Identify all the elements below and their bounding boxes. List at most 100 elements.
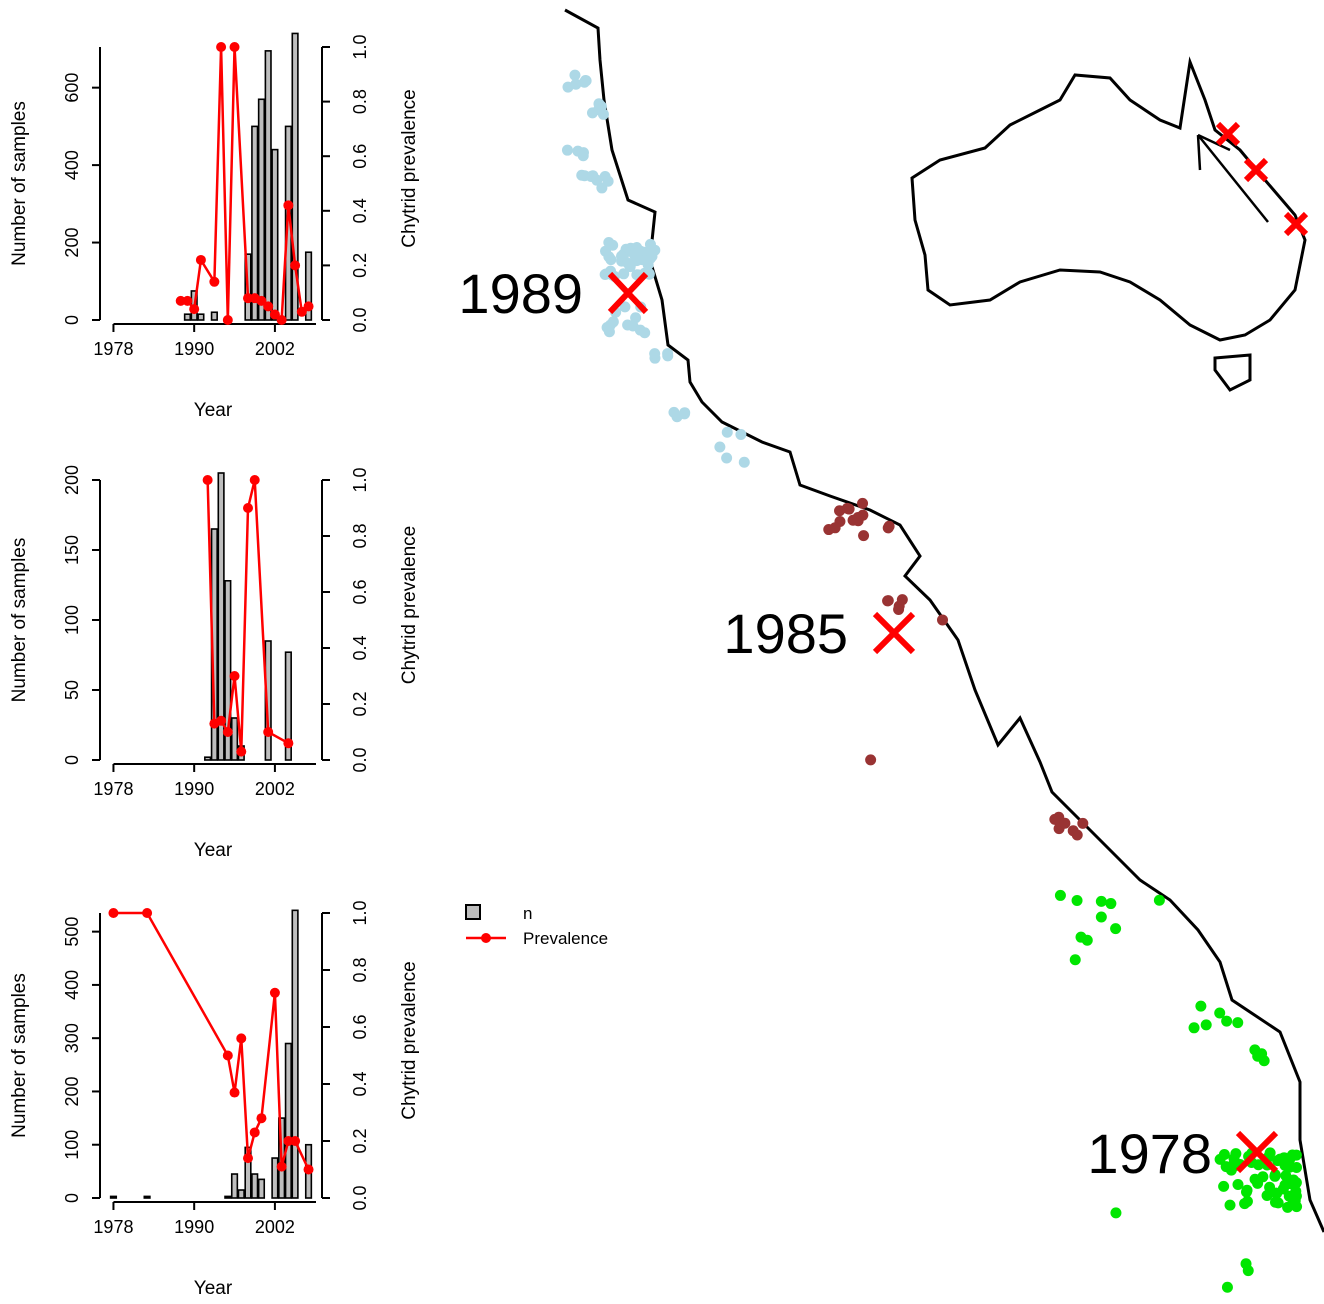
sample-dot	[1230, 1148, 1242, 1160]
sample-dot	[721, 452, 733, 464]
sample-dot	[570, 78, 582, 90]
sample-dot	[1059, 817, 1071, 829]
sample-dot	[1214, 1007, 1226, 1019]
bar	[183, 313, 192, 321]
sample-dot	[1224, 1199, 1236, 1211]
y-tick-label: 500	[62, 917, 82, 947]
y-axis-title: Number of samples	[9, 973, 30, 1138]
prevalence-point	[263, 301, 274, 312]
sample-dot	[1195, 1000, 1207, 1012]
sample-dot	[1291, 1162, 1303, 1174]
prevalence-point	[229, 42, 240, 52]
y-tick-label: 0	[62, 1193, 82, 1203]
map-label: 1978	[1087, 1122, 1212, 1185]
sample-dot	[633, 245, 645, 257]
sample-dot	[857, 497, 869, 509]
sample-dot	[616, 250, 628, 262]
x-tick-label: 1978	[93, 339, 133, 359]
sample-dot	[569, 69, 581, 81]
legend-label: n	[523, 904, 532, 923]
sample-dot	[1261, 1190, 1273, 1202]
y-tick-label: 300	[62, 1023, 82, 1053]
y-tick-label: 0	[62, 315, 82, 325]
y-tick-label: 200	[62, 228, 82, 258]
map-label: 1985	[723, 602, 848, 665]
prevalence-point	[249, 475, 260, 485]
x-tick-label: 1990	[174, 779, 214, 799]
prevalence-point	[202, 475, 213, 485]
y2-tick-label: 0.6	[350, 144, 370, 169]
sample-dot	[1095, 911, 1107, 923]
y-tick-label: 150	[62, 535, 82, 565]
prevalence-point	[269, 987, 280, 998]
sample-dot	[937, 614, 949, 626]
bar	[210, 311, 218, 321]
bar	[217, 472, 225, 761]
sample-dot	[1069, 954, 1081, 966]
sample-dot	[714, 441, 726, 453]
prevalence-point	[256, 1113, 267, 1124]
y2-tick-label: 0.2	[350, 253, 370, 278]
sample-dot	[865, 754, 877, 766]
prevalence-point	[276, 315, 287, 325]
sample-dot	[630, 312, 642, 324]
sample-dot	[619, 301, 631, 313]
x-tick-label: 1978	[93, 779, 133, 799]
bar	[251, 125, 259, 321]
bar	[230, 717, 239, 761]
y2-tick-label: 0.2	[350, 1128, 370, 1153]
y2-axis-title: Chytrid prevalence	[399, 961, 420, 1119]
sample-dot	[1252, 1159, 1264, 1171]
bar	[237, 1189, 245, 1199]
y2-tick-label: 0.0	[350, 1185, 370, 1210]
sample-dot	[1221, 1281, 1233, 1293]
prevalence-point	[263, 727, 274, 737]
sample-dot	[578, 76, 590, 88]
sample-dot	[643, 245, 655, 257]
prevalence-point	[222, 315, 233, 325]
sample-dot	[1277, 1183, 1289, 1195]
panel: 0 100 200 300 400 500 0.0 0.2 0.4 0.6 0.8 1.0 1978 19…	[9, 900, 420, 1299]
sample-dot	[603, 237, 615, 249]
y-tick-label: 100	[62, 1130, 82, 1160]
bar	[291, 909, 299, 1199]
sample-dots	[561, 69, 1303, 1293]
y-tick-label: 200	[62, 465, 82, 495]
prevalence-point	[283, 738, 294, 749]
sample-dot	[618, 268, 630, 280]
prevalence-point	[243, 1153, 253, 1164]
sample-dot	[1282, 1201, 1294, 1213]
sample-dot	[679, 408, 691, 420]
legend-swatch	[481, 933, 491, 943]
bar	[291, 32, 299, 321]
prevalence-point	[195, 254, 206, 265]
sample-dot	[1188, 1022, 1200, 1034]
sample-dot	[1081, 934, 1093, 946]
prevalence-point	[182, 295, 193, 306]
prevalence-point	[142, 908, 153, 918]
prevalence-point	[209, 276, 220, 287]
prevalence-point	[276, 1161, 287, 1172]
sample-dot	[591, 174, 603, 186]
sample-dot	[1218, 1148, 1230, 1160]
x-axis-title: Year	[194, 400, 233, 421]
panel: 0 50 100 150 200 0.0 0.2 0.4 0.6 0.8 1.0 1978 1990 20…	[9, 465, 420, 861]
sample-dot	[1269, 1169, 1281, 1181]
bar	[284, 1042, 292, 1199]
bar	[109, 1195, 118, 1199]
sample-dot	[662, 350, 674, 362]
sample-dot	[1289, 1195, 1301, 1207]
sample-dot	[1071, 829, 1083, 841]
prevalence-point	[236, 1033, 247, 1044]
sample-dot	[1153, 894, 1165, 906]
sample-dot	[1110, 923, 1122, 935]
inset-australia	[910, 56, 1307, 392]
prevalence-point	[108, 908, 119, 918]
bar	[230, 1173, 239, 1199]
sample-dot	[1232, 1017, 1244, 1029]
sample-dot	[1221, 1015, 1233, 1027]
prevalence-point	[216, 715, 227, 726]
sample-dot	[1264, 1181, 1276, 1193]
sample-dot	[1071, 894, 1083, 906]
